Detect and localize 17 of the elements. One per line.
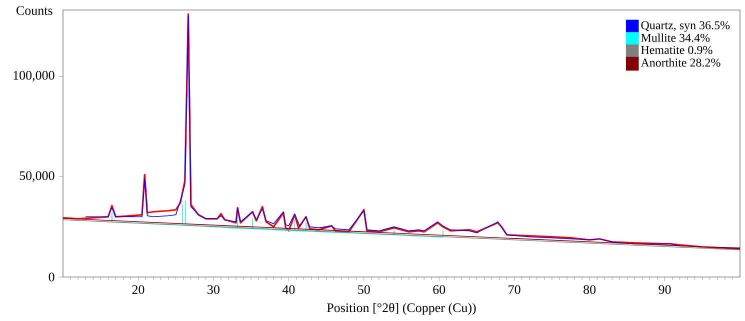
- x-tick-label: 80: [584, 285, 596, 294]
- y-tick-label: 100,000: [14, 70, 54, 82]
- x-tick-label: 50: [358, 285, 370, 294]
- legend-label: Quartz, syn 36.5%: [641, 21, 730, 32]
- y-axis-title: Counts: [16, 6, 52, 15]
- y-tick-label: 50,000: [20, 171, 54, 182]
- x-tick-label: 70: [508, 285, 520, 294]
- legend-label: Mullite 34.4%: [641, 33, 710, 42]
- x-tick-label: 60: [433, 285, 446, 294]
- y-tick-label: 0: [48, 272, 54, 282]
- x-tick-label: 30: [208, 285, 220, 294]
- x-tick-label: 90: [658, 285, 671, 294]
- legend-label: Anorthite 28.2%: [640, 58, 720, 67]
- x-axis-title: Position [°2θ] (Copper (Cu)): [327, 302, 476, 315]
- x-tick-label: 20: [132, 285, 144, 294]
- x-tick-label: 40: [282, 285, 295, 294]
- legend-label: Hematite 0.9%: [641, 46, 712, 54]
